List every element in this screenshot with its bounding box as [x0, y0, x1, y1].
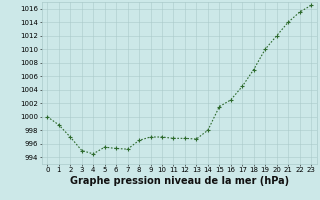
X-axis label: Graphe pression niveau de la mer (hPa): Graphe pression niveau de la mer (hPa): [70, 176, 289, 186]
